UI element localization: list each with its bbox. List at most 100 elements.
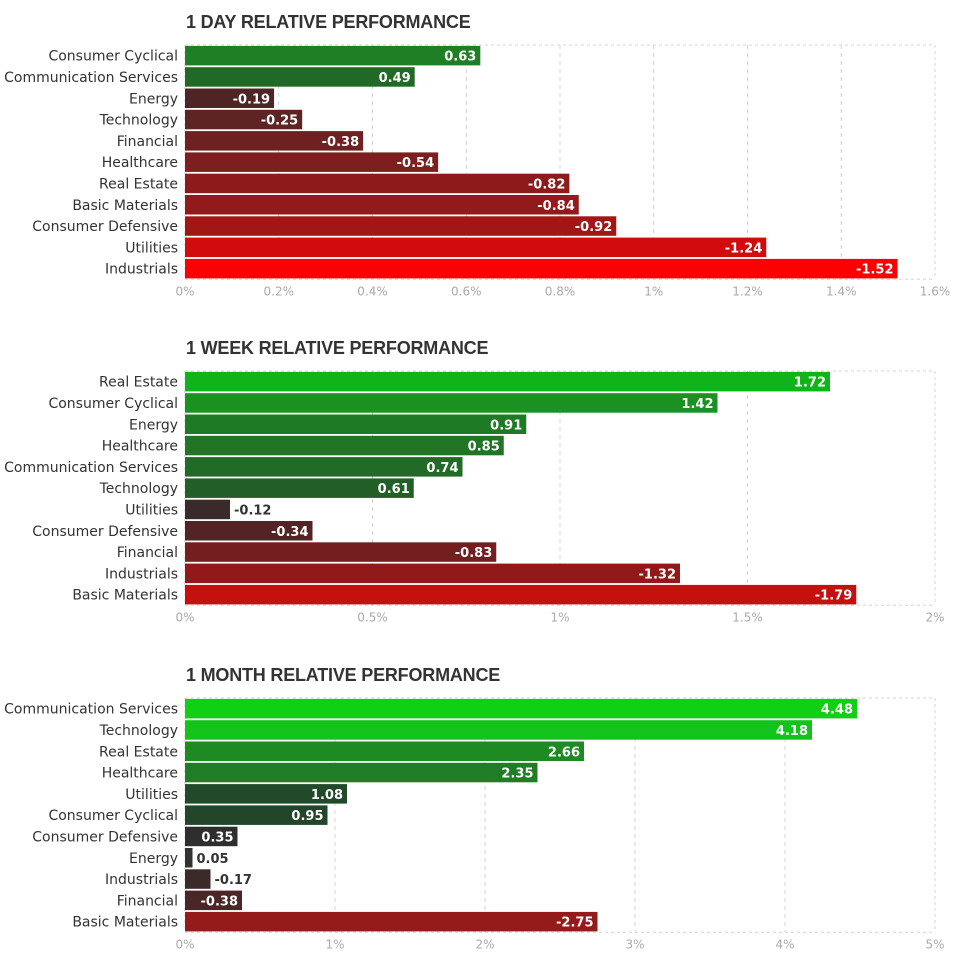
chart-plot: 0% 0.2% 0.4% 0.6% 0.8% 1% 1.2% 1.4% 1.6% Consumer… — [4, 44, 951, 298]
data-label: -0.38 — [201, 894, 238, 909]
data-label: 0.49 — [379, 71, 411, 86]
chart-plot: 0% 0.5% 1% 1.5% 2% Real Estate 1.72 Consumer Cy… — [4, 370, 945, 624]
data-label: 2.35 — [501, 767, 533, 782]
bar — [185, 869, 211, 889]
bar — [185, 457, 463, 477]
category-label: Healthcare — [102, 766, 178, 782]
category-label: Technology — [99, 723, 178, 739]
x-tick-label: 0.2% — [264, 284, 295, 298]
category-label: Energy — [129, 417, 178, 433]
data-label: -1.52 — [856, 263, 893, 278]
category-label: Financial — [117, 545, 178, 561]
x-tick-label: 1% — [325, 937, 344, 951]
x-tick-label: 1.5% — [732, 610, 763, 624]
category-label: Consumer Cyclical — [48, 396, 178, 412]
bar — [185, 848, 193, 868]
category-label: Consumer Defensive — [32, 524, 178, 540]
data-label: 0.91 — [490, 418, 522, 433]
x-tick-label: 1.6% — [920, 284, 951, 298]
x-tick-label: 0% — [175, 937, 194, 951]
data-label: 4.48 — [821, 703, 853, 718]
data-label: 0.85 — [468, 440, 500, 455]
chart-1-month: 1 MONTH RELATIVE PERFORMANCE 0% 1% 2% 3% 4% 5… — [0, 653, 959, 979]
x-tick-label: 2% — [475, 937, 494, 951]
data-label: -0.54 — [397, 156, 434, 171]
category-label: Basic Materials — [72, 588, 178, 604]
category-label: Real Estate — [99, 744, 178, 760]
bar — [185, 720, 812, 740]
category-label: Consumer Cyclical — [48, 49, 178, 65]
bar — [185, 237, 767, 258]
data-label: 0.35 — [201, 830, 233, 845]
data-label: 0.95 — [291, 809, 323, 824]
bar — [185, 414, 527, 434]
x-tick-label: 1% — [550, 610, 569, 624]
bar — [185, 109, 303, 130]
data-label: 0.63 — [444, 50, 476, 65]
category-label: Basic Materials — [72, 915, 178, 931]
category-label: Communication Services — [4, 70, 178, 86]
category-label: Healthcare — [102, 155, 178, 171]
category-label: Technology — [99, 481, 178, 497]
bar — [185, 195, 579, 215]
category-label: Consumer Cyclical — [48, 808, 178, 824]
data-label: 1.72 — [794, 376, 826, 391]
x-tick-label: 0.4% — [357, 284, 388, 298]
data-label: 0.05 — [197, 852, 229, 867]
category-label: Utilities — [125, 240, 178, 256]
data-label: 1.42 — [681, 397, 713, 412]
bar — [185, 741, 584, 761]
x-tick-label: 1.2% — [732, 284, 763, 298]
category-label: Real Estate — [99, 176, 178, 192]
bar — [185, 152, 439, 172]
category-label: Consumer Defensive — [32, 219, 178, 235]
x-tick-label: 1% — [644, 284, 663, 298]
x-tick-label: 0.5% — [357, 610, 388, 624]
category-label: Healthcare — [102, 439, 178, 455]
bar — [185, 45, 481, 66]
category-label: Energy — [129, 851, 178, 867]
data-label: 2.66 — [548, 745, 580, 760]
x-tick-label: 5% — [925, 937, 944, 951]
category-label: Technology — [99, 113, 178, 129]
bar — [185, 826, 238, 847]
x-tick-label: 0.8% — [545, 284, 576, 298]
category-label: Energy — [129, 91, 178, 107]
bar — [185, 393, 718, 413]
chart-plot: 0% 1% 2% 3% 4% 5% Communication Services 4.48 Te… — [4, 697, 945, 951]
bar — [185, 784, 347, 804]
x-tick-label: 3% — [625, 937, 644, 951]
chart-1-week: 1 WEEK RELATIVE PERFORMANCE 0% 0.5% 1% 1.5%… — [0, 326, 959, 652]
x-tick-label: 0.6% — [451, 284, 482, 298]
data-label: -0.82 — [528, 177, 565, 192]
category-label: Communication Services — [4, 460, 178, 476]
chart-title: 1 WEEK RELATIVE PERFORMANCE — [186, 338, 489, 358]
category-label: Industrials — [105, 566, 178, 582]
data-label: -0.34 — [271, 525, 308, 540]
bar — [185, 67, 415, 87]
bar — [185, 762, 538, 783]
data-label: -1.79 — [815, 589, 852, 604]
category-label: Industrials — [105, 872, 178, 888]
category-label: Industrials — [105, 262, 178, 278]
bar — [185, 584, 857, 605]
data-label: 0.74 — [426, 461, 458, 476]
data-label: -0.38 — [322, 135, 359, 150]
data-label: 1.08 — [311, 788, 343, 803]
chart-1-day: 1 DAY RELATIVE PERFORMANCE 0% 0.2% 0.4% 0.6… — [0, 0, 959, 326]
bar — [185, 216, 617, 236]
category-label: Financial — [117, 893, 178, 909]
bar — [185, 435, 504, 456]
data-label: -0.92 — [575, 220, 612, 235]
chart-title: 1 MONTH RELATIVE PERFORMANCE — [186, 665, 501, 685]
category-label: Utilities — [125, 787, 178, 803]
x-tick-label: 0% — [175, 610, 194, 624]
data-label: -1.24 — [725, 241, 762, 256]
bar — [185, 371, 830, 392]
category-label: Consumer Defensive — [32, 829, 178, 845]
bar — [185, 521, 313, 541]
bar — [185, 890, 242, 911]
data-label: -2.75 — [556, 916, 593, 931]
bar — [185, 499, 230, 520]
category-label: Utilities — [125, 502, 178, 518]
